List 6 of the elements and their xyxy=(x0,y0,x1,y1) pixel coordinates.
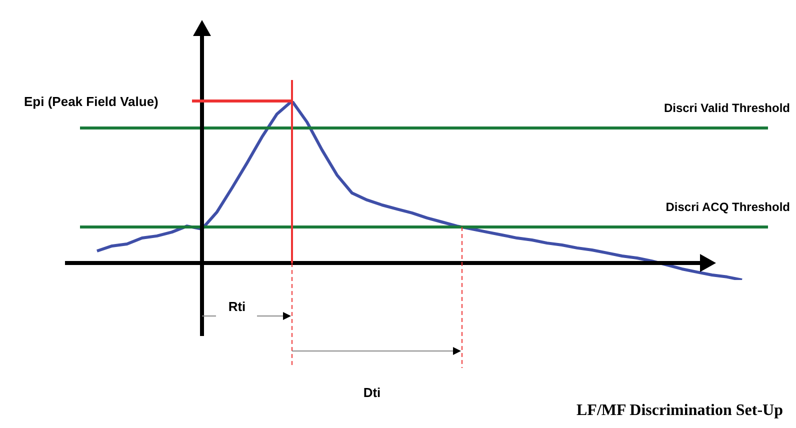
text: LF/MF Discrimination Set-Up xyxy=(576,402,784,419)
ref-line-label: Discri Valid Threshold xyxy=(664,101,790,116)
ref-line-label: Discri ACQ Threshold xyxy=(666,200,790,214)
y-axis-title: Epi (Peak Field Value) xyxy=(24,94,158,109)
text: Rti xyxy=(228,299,246,314)
text: Dti xyxy=(363,385,381,400)
